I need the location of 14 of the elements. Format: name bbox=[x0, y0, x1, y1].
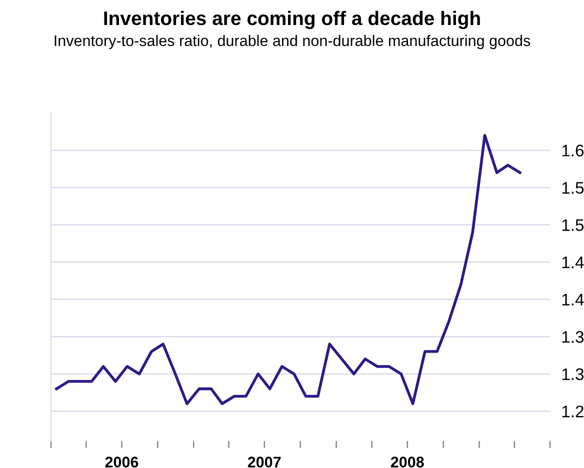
y-tick-label: 1.3 bbox=[562, 331, 584, 343]
chart-title: Inventories are coming off a decade high bbox=[104, 10, 480, 30]
y-tick-label: 1.2 bbox=[562, 406, 584, 418]
y-tick-label: 1.5 bbox=[562, 219, 584, 232]
y-tick-label: 1.3 bbox=[562, 368, 584, 380]
line-series bbox=[55, 134, 522, 406]
chart-subtitle: Inventory-to-sales ratio, durable and non-durable manufacturing goods bbox=[54, 34, 530, 50]
x-tick-label: 2008 bbox=[390, 456, 424, 468]
x-tick-label: 2006 bbox=[105, 456, 138, 468]
x-tick-label: 2007 bbox=[248, 456, 281, 468]
y-tick-label: 1.4 bbox=[562, 256, 584, 268]
y-tick-label: 1.5 bbox=[562, 182, 584, 194]
y-tick-label: 1.4 bbox=[562, 294, 584, 306]
y-tick-label: 1.6 bbox=[562, 144, 584, 156]
